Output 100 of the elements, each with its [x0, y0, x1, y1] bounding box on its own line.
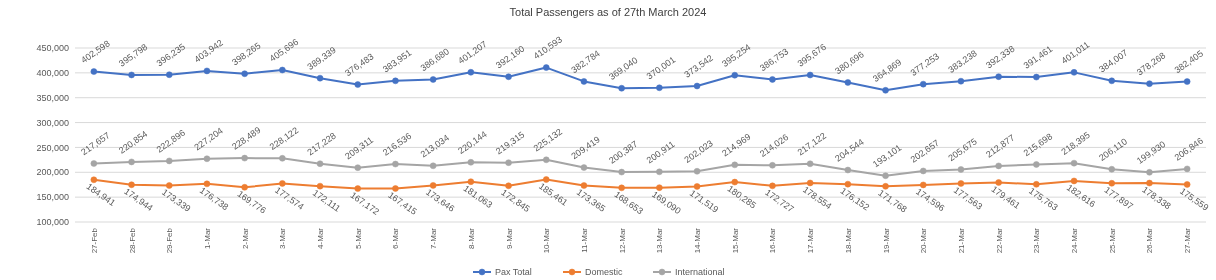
point — [505, 159, 512, 166]
y-tick-label: 400,000 — [36, 68, 69, 79]
point — [467, 178, 475, 185]
point — [806, 160, 814, 168]
point — [1183, 181, 1191, 188]
point — [769, 76, 776, 83]
x-tick-label: 2-Mar — [240, 227, 250, 249]
point — [957, 180, 965, 187]
y-tick-label: 350,000 — [36, 92, 69, 103]
point — [1146, 179, 1153, 187]
point — [392, 160, 399, 168]
point — [806, 179, 814, 187]
point — [316, 160, 324, 167]
legend-label: Domestic — [585, 267, 624, 278]
point — [1033, 161, 1040, 168]
point — [166, 157, 173, 165]
point — [1108, 180, 1115, 187]
x-tick-label: 13-Mar — [655, 227, 665, 254]
point — [392, 185, 399, 192]
point — [316, 74, 324, 82]
point — [882, 172, 889, 179]
point — [128, 158, 135, 166]
point — [844, 166, 852, 174]
point — [241, 70, 248, 77]
point — [957, 166, 965, 173]
point — [995, 179, 1002, 186]
point — [543, 64, 550, 71]
x-tick-label: 29-Feb — [165, 227, 175, 254]
x-tick-label: 19-Mar — [881, 227, 891, 254]
y-tick-label: 100,000 — [36, 217, 69, 228]
point — [580, 78, 588, 85]
y-tick-label: 150,000 — [36, 192, 69, 203]
point — [882, 183, 889, 190]
point — [769, 182, 776, 190]
x-tick-label: 24-Mar — [1070, 227, 1080, 254]
point — [543, 176, 550, 183]
point — [920, 167, 927, 175]
point — [957, 77, 965, 85]
point — [580, 164, 588, 171]
point — [203, 180, 211, 188]
point — [806, 71, 814, 79]
point — [995, 73, 1002, 80]
point — [1033, 73, 1040, 81]
y-tick-label: 450,000 — [36, 43, 69, 54]
x-tick-label: 10-Mar — [542, 227, 552, 254]
x-tick-label: 12-Mar — [617, 227, 627, 254]
point — [580, 182, 588, 189]
y-tick-label: 250,000 — [36, 142, 69, 153]
x-tick-label: 6-Mar — [391, 227, 401, 249]
x-tick-label: 21-Mar — [956, 227, 966, 254]
x-tick-label: 25-Mar — [1107, 227, 1117, 254]
point — [392, 77, 399, 85]
point — [429, 182, 437, 189]
point — [731, 178, 738, 186]
x-tick-label: 5-Mar — [353, 227, 363, 249]
point — [1146, 80, 1153, 87]
x-tick-label: 27-Feb — [89, 227, 99, 254]
point — [693, 183, 701, 190]
point — [656, 184, 663, 191]
point — [241, 154, 248, 162]
point — [920, 181, 927, 189]
x-tick-label: 28-Feb — [127, 227, 137, 254]
point — [882, 87, 889, 94]
x-tick-label: 15-Mar — [730, 227, 740, 254]
point — [354, 164, 361, 171]
point — [279, 155, 286, 162]
point — [1108, 166, 1115, 173]
x-tick-label: 8-Mar — [466, 227, 476, 249]
point — [1108, 77, 1115, 85]
legend-label: Pax Total — [495, 267, 532, 278]
point — [279, 66, 286, 74]
point — [1183, 78, 1191, 85]
x-tick-label: 7-Mar — [429, 227, 439, 249]
point — [1070, 177, 1078, 185]
x-tick-label: 23-Mar — [1032, 227, 1042, 254]
x-tick-label: 18-Mar — [843, 227, 853, 254]
x-tick-label: 9-Mar — [504, 227, 514, 249]
point — [1146, 169, 1153, 176]
point — [693, 168, 701, 175]
point — [128, 71, 135, 79]
point — [467, 159, 475, 166]
x-tick-label: 22-Mar — [994, 227, 1004, 254]
x-tick-label: 1-Mar — [202, 227, 212, 249]
point — [90, 176, 98, 184]
point — [316, 182, 324, 190]
point — [920, 80, 927, 88]
x-tick-label: 17-Mar — [806, 227, 816, 254]
point — [844, 79, 852, 86]
x-tick-label: 11-Mar — [579, 227, 589, 253]
y-tick-label: 300,000 — [36, 117, 69, 128]
x-tick-label: 4-Mar — [316, 227, 326, 249]
point — [166, 71, 173, 78]
x-tick-label: 16-Mar — [768, 227, 778, 254]
point — [429, 76, 437, 83]
point — [166, 182, 173, 189]
point — [618, 184, 625, 192]
point — [505, 182, 512, 190]
point — [354, 185, 361, 192]
point — [1070, 159, 1078, 167]
x-tick-label: 27-Mar — [1183, 227, 1193, 254]
